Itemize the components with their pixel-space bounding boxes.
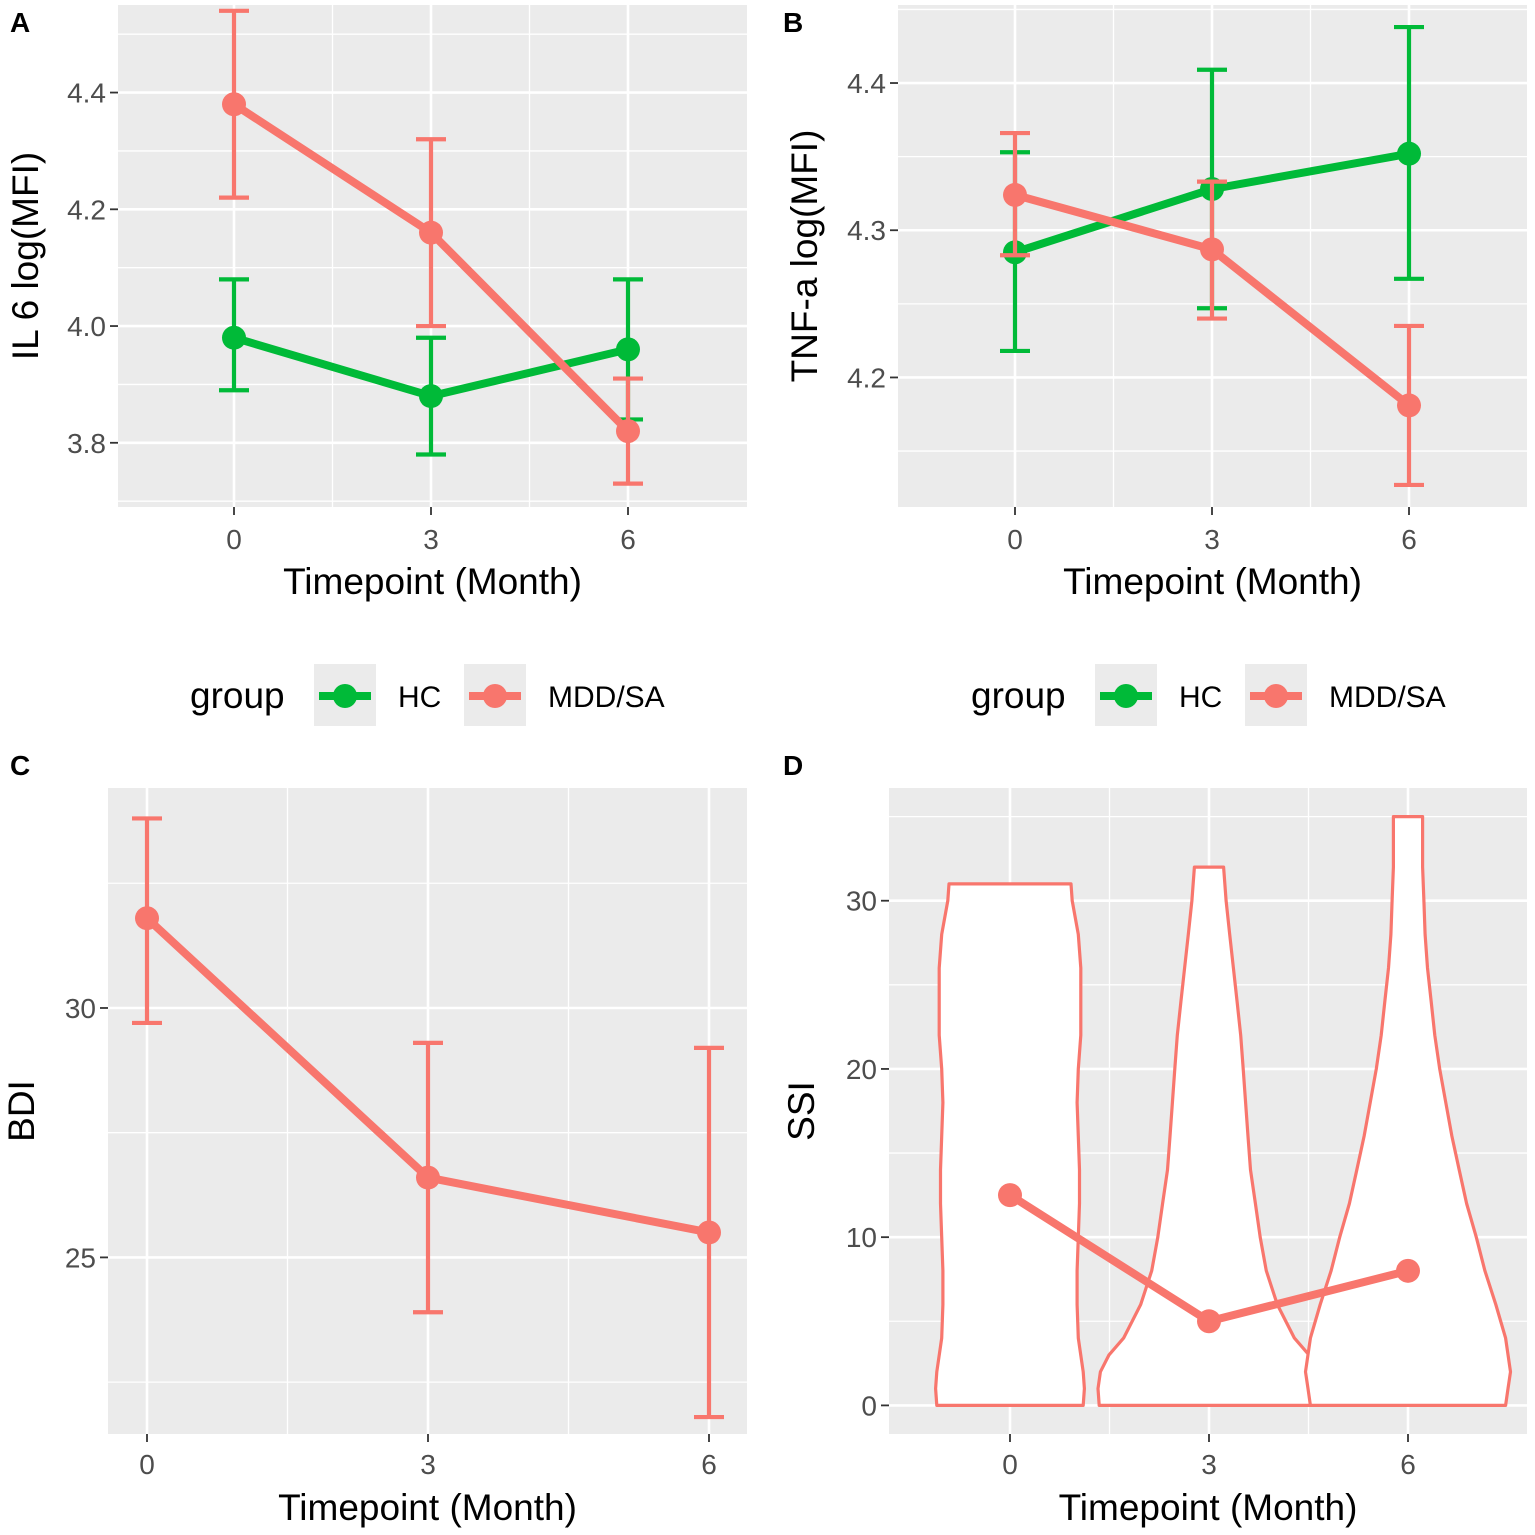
panel-a-x-axis-title: Timepoint (Month): [283, 561, 582, 602]
point-b-mdd-sa-month-0: [1003, 182, 1027, 207]
violin-d-month-3: [1096, 865, 1322, 1407]
legend-right: group HC MDD/SA: [971, 664, 1446, 726]
panel-a-y-tick-label: 4.2: [67, 194, 106, 225]
panel-tag-b: B: [783, 7, 803, 38]
panel-b-x-axis-title: Timepoint (Month): [1063, 561, 1362, 602]
panel-b-x-tick-label: 0: [1007, 524, 1023, 555]
legend-title: group: [971, 675, 1066, 716]
panel-d-y-tick-label: 20: [846, 1054, 877, 1085]
panel-tag-a: A: [10, 7, 30, 38]
panel-a-il6-chart: 3.8 4.0 4.2 4.4 0 3 6 Timepoint (Month) IL 6 log…: [5, 5, 747, 602]
panel-b-x-tick-label: 6: [1401, 524, 1417, 555]
panel-a-y-tick-label: 4.4: [67, 78, 106, 109]
panel-a-x-tick-label: 0: [226, 524, 242, 555]
point-a-mdd-sa-month-6: [616, 419, 640, 444]
panel-c-y-tick-label: 30: [65, 993, 96, 1024]
point-a-hc-month-3: [419, 384, 443, 409]
point-c-mdd-sa-month-6: [697, 1220, 721, 1245]
panel-b-y-tick-label: 4.2: [847, 362, 886, 393]
panel-c-x-tick-label: 0: [139, 1449, 155, 1480]
panel-d-y-tick-label: 10: [846, 1222, 877, 1253]
point-b-hc-month-6: [1397, 141, 1421, 166]
legend-left: group HC MDD/SA: [190, 664, 665, 726]
panel-a-y-axis-title: IL 6 log(MFI): [5, 152, 46, 360]
panel-a-y-tick-label: 3.8: [67, 428, 106, 459]
point-d-mdd-sa-month-6: [1396, 1258, 1420, 1283]
violin-d-month-6: [1303, 815, 1513, 1407]
legend-key-point-hc: [333, 684, 357, 708]
legend-key-point-mdd-sa: [1264, 684, 1288, 708]
point-b-mdd-sa-month-6: [1397, 393, 1421, 418]
panel-c-x-tick-label: 3: [420, 1449, 436, 1480]
legend-key-point-mdd-sa: [483, 684, 507, 708]
legend-label-hc: HC: [1179, 681, 1222, 714]
panel-a-x-tick-label: 3: [423, 524, 439, 555]
panel-tag-d: D: [783, 750, 803, 781]
point-a-mdd-sa-month-0: [222, 92, 246, 117]
legend-key-point-hc: [1114, 684, 1138, 708]
panel-b-x-tick-label: 3: [1204, 524, 1220, 555]
point-a-hc-month-6: [616, 337, 640, 362]
panel-b-y-axis-title: TNF-a log(MFI): [784, 130, 825, 383]
point-b-mdd-sa-month-3: [1200, 237, 1224, 262]
legend-label-mdd-sa: MDD/SA: [1329, 681, 1446, 714]
panel-b-y-tick-label: 4.4: [847, 68, 886, 99]
point-a-mdd-sa-month-3: [419, 220, 443, 245]
panel-d-y-tick-label: 0: [861, 1390, 877, 1421]
panel-c-x-axis-title: Timepoint (Month): [278, 1487, 577, 1528]
point-d-mdd-sa-month-0: [998, 1183, 1022, 1208]
panel-c-bdi-chart: 25 30 0 3 6 Timepoint (Month) BDI: [1, 788, 747, 1528]
legend-label-mdd-sa: MDD/SA: [548, 681, 665, 714]
panel-b-y-tick-label: 4.3: [847, 215, 886, 246]
panel-d-y-tick-label: 30: [846, 886, 877, 917]
panel-d-y-axis-title: SSI: [781, 1081, 822, 1141]
legend-title: group: [190, 675, 285, 716]
panel-d-x-axis-title: Timepoint (Month): [1059, 1487, 1358, 1528]
point-a-hc-month-0: [222, 325, 246, 350]
point-d-mdd-sa-month-3: [1197, 1309, 1221, 1334]
point-c-mdd-sa-month-3: [416, 1165, 440, 1190]
panel-d-x-tick-label: 6: [1400, 1449, 1416, 1480]
panel-a-y-tick-label: 4.0: [67, 311, 106, 342]
legend-label-hc: HC: [398, 681, 441, 714]
panel-d-x-tick-label: 0: [1002, 1449, 1018, 1480]
violin-d-month-0: [934, 882, 1086, 1407]
panel-d-ssi-chart: 0 10 20 30 0 3 6 Timepoint (Month) SSI: [781, 788, 1527, 1528]
panel-tag-c: C: [10, 750, 30, 781]
panel-d-x-tick-label: 3: [1201, 1449, 1217, 1480]
panel-c-x-tick-label: 6: [701, 1449, 717, 1480]
panel-a-x-tick-label: 6: [620, 524, 636, 555]
point-c-mdd-sa-month-0: [135, 906, 159, 931]
panel-b-tnfa-chart: 4.2 4.3 4.4 0 3 6 Timepoint (Month) TNF-a log(M…: [784, 5, 1527, 602]
panel-c-y-tick-label: 25: [65, 1242, 96, 1273]
panel-c-y-axis-title: BDI: [1, 1080, 42, 1142]
